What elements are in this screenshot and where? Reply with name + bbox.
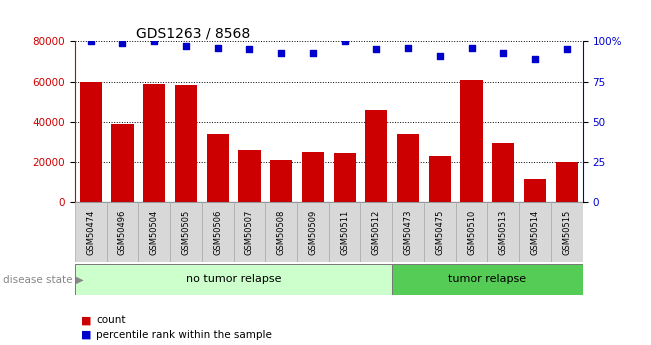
Text: GSM50506: GSM50506: [213, 209, 222, 255]
Bar: [361, 202, 392, 262]
Point: [212, 45, 223, 51]
Point: [466, 45, 477, 51]
Point: [149, 39, 159, 44]
Bar: [519, 202, 551, 262]
Bar: [365, 110, 387, 202]
Text: GSM50512: GSM50512: [372, 209, 381, 255]
Point: [85, 39, 96, 44]
Bar: [297, 202, 329, 262]
Text: GDS1263 / 8568: GDS1263 / 8568: [136, 26, 250, 40]
Bar: [238, 150, 260, 202]
Bar: [492, 143, 514, 202]
Bar: [75, 202, 107, 262]
Point: [498, 50, 508, 56]
Bar: [170, 202, 202, 262]
Text: tumor relapse: tumor relapse: [449, 275, 527, 284]
Bar: [266, 202, 297, 262]
Text: GSM50507: GSM50507: [245, 209, 254, 255]
Text: count: count: [96, 315, 126, 325]
Bar: [397, 134, 419, 202]
Bar: [139, 202, 170, 262]
Bar: [424, 202, 456, 262]
Bar: [111, 124, 133, 202]
Point: [435, 53, 445, 59]
Bar: [392, 202, 424, 262]
Text: GSM50509: GSM50509: [309, 209, 318, 255]
Text: GSM50474: GSM50474: [86, 209, 95, 255]
Bar: [488, 202, 519, 262]
Point: [308, 50, 318, 56]
Bar: [234, 202, 266, 262]
Point: [562, 47, 572, 52]
Bar: [429, 156, 451, 202]
Point: [371, 47, 381, 52]
Text: GSM50473: GSM50473: [404, 209, 413, 255]
Point: [276, 50, 286, 56]
Point: [530, 56, 540, 62]
Point: [244, 47, 255, 52]
Point: [181, 43, 191, 49]
Text: GSM50496: GSM50496: [118, 209, 127, 255]
Text: percentile rank within the sample: percentile rank within the sample: [96, 330, 272, 339]
Bar: [175, 85, 197, 202]
Text: GSM50504: GSM50504: [150, 209, 159, 255]
Text: GSM50510: GSM50510: [467, 209, 476, 255]
Text: GSM50514: GSM50514: [531, 209, 540, 255]
Text: GSM50475: GSM50475: [436, 209, 445, 255]
Bar: [75, 264, 392, 295]
Bar: [392, 264, 583, 295]
Text: GSM50513: GSM50513: [499, 209, 508, 255]
Bar: [329, 202, 361, 262]
Bar: [270, 160, 292, 202]
Text: GSM50511: GSM50511: [340, 209, 349, 255]
Text: disease state ▶: disease state ▶: [3, 275, 84, 284]
Bar: [202, 202, 234, 262]
Bar: [460, 79, 482, 202]
Bar: [302, 152, 324, 202]
Bar: [333, 153, 355, 202]
Text: ■: ■: [81, 315, 92, 325]
Text: ■: ■: [81, 330, 92, 339]
Bar: [456, 202, 488, 262]
Text: GSM50508: GSM50508: [277, 209, 286, 255]
Text: no tumor relapse: no tumor relapse: [186, 275, 281, 284]
Point: [339, 39, 350, 44]
Point: [403, 45, 413, 51]
Text: GSM50515: GSM50515: [562, 209, 572, 255]
Bar: [551, 202, 583, 262]
Bar: [79, 81, 102, 202]
Bar: [206, 134, 229, 202]
Bar: [524, 179, 546, 202]
Point: [117, 40, 128, 46]
Bar: [556, 162, 578, 202]
Bar: [107, 202, 138, 262]
Bar: [143, 83, 165, 202]
Text: GSM50505: GSM50505: [182, 209, 191, 255]
